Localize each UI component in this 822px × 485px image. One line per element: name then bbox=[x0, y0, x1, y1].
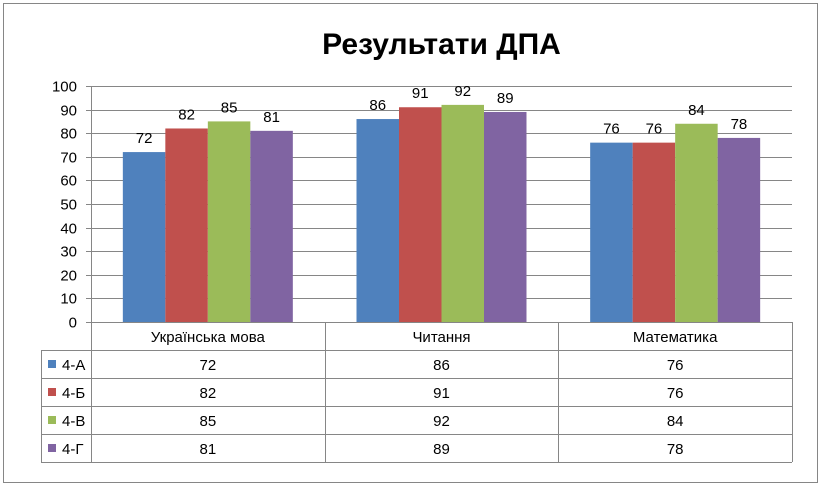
data-label: 85 bbox=[221, 99, 238, 116]
legend-key bbox=[48, 360, 56, 368]
legend-key bbox=[48, 388, 56, 396]
data-label: 76 bbox=[646, 121, 663, 138]
table-cell: 86 bbox=[433, 357, 450, 374]
bar bbox=[165, 128, 208, 322]
bar bbox=[484, 111, 527, 323]
chart-title: Результати ДПА bbox=[322, 28, 561, 61]
y-tick-label: 10 bbox=[60, 291, 77, 308]
table-cell: 89 bbox=[433, 441, 450, 458]
table-cell: 78 bbox=[667, 441, 684, 458]
legend-label: 4-Б bbox=[62, 385, 85, 402]
table-cell: 91 bbox=[433, 385, 450, 402]
legend-label: 4-В bbox=[62, 413, 85, 430]
table-cell: 76 bbox=[667, 357, 684, 374]
data-label: 92 bbox=[454, 83, 471, 100]
bar bbox=[717, 137, 761, 322]
bar bbox=[675, 123, 718, 322]
data-label: 84 bbox=[688, 102, 705, 119]
table-cell: 84 bbox=[667, 413, 684, 430]
bar bbox=[207, 121, 251, 323]
bar bbox=[356, 119, 399, 322]
y-tick-label: 90 bbox=[60, 103, 77, 120]
data-label: 72 bbox=[136, 130, 153, 147]
y-tick-label: 60 bbox=[60, 173, 77, 190]
bar bbox=[441, 104, 484, 322]
bar bbox=[590, 142, 633, 322]
y-tick-label: 0 bbox=[69, 315, 77, 332]
y-tick-label: 20 bbox=[60, 268, 77, 285]
category-label: Математика bbox=[633, 329, 718, 346]
legend-label: 4-А bbox=[62, 357, 85, 374]
y-tick-label: 70 bbox=[60, 150, 77, 167]
data-label: 76 bbox=[603, 121, 620, 138]
y-tick-label: 50 bbox=[60, 197, 77, 214]
data-label: 91 bbox=[412, 85, 429, 102]
table-cell: 85 bbox=[199, 413, 216, 430]
bar bbox=[122, 152, 166, 322]
data-label: 78 bbox=[731, 116, 748, 133]
y-tick-label: 40 bbox=[60, 221, 77, 238]
bar bbox=[632, 142, 676, 322]
data-label: 86 bbox=[369, 97, 386, 114]
y-tick-label: 100 bbox=[52, 79, 77, 96]
legend-key bbox=[48, 416, 56, 424]
table-cell: 82 bbox=[199, 385, 216, 402]
y-tick-label: 30 bbox=[60, 244, 77, 261]
data-label: 82 bbox=[178, 106, 195, 123]
legend-key bbox=[48, 444, 56, 452]
y-tick-label: 80 bbox=[60, 126, 77, 143]
bar bbox=[399, 107, 442, 323]
data-label: 89 bbox=[497, 90, 514, 107]
category-label: Читання bbox=[412, 329, 470, 346]
bar bbox=[250, 130, 293, 322]
category-label: Українська мова bbox=[151, 329, 266, 346]
legend-label: 4-Г bbox=[62, 441, 83, 458]
table-cell: 92 bbox=[433, 413, 450, 430]
data-label: 81 bbox=[263, 109, 280, 126]
table-cell: 81 bbox=[199, 441, 216, 458]
table-cell: 72 bbox=[199, 357, 216, 374]
table-cell: 76 bbox=[667, 385, 684, 402]
